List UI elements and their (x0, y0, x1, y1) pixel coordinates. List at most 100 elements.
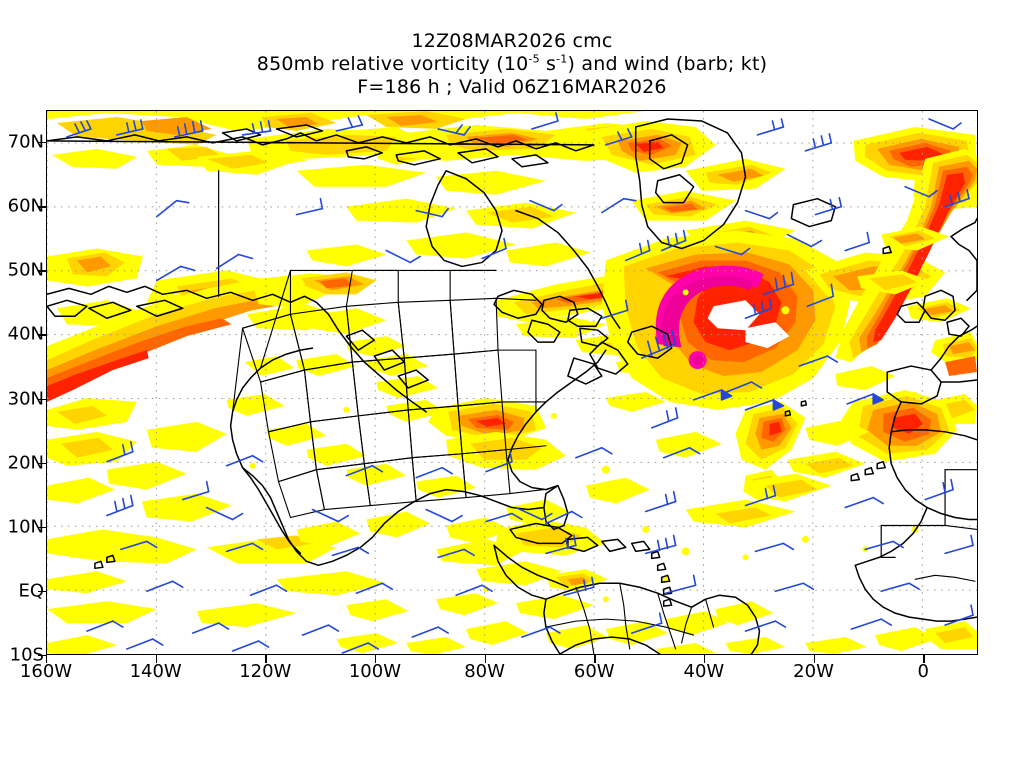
wind-barb (601, 197, 637, 214)
wind-barb (301, 624, 340, 636)
wind-barb (66, 120, 92, 138)
wind-barb (944, 188, 970, 208)
y-axis-tick-label: 40N (7, 323, 44, 345)
vorticity-shading-layer (47, 111, 977, 654)
wind-barb (515, 506, 553, 521)
wind-barb (798, 355, 839, 367)
y-axis-tick-mark (38, 206, 46, 208)
wind-barb (928, 118, 962, 130)
y-axis-tick-label: EQ (18, 580, 44, 602)
wind-barb-layer (66, 112, 974, 654)
y-axis-tick-mark (38, 142, 46, 144)
wind-barb (944, 604, 974, 626)
wind-barb (850, 618, 892, 630)
y-axis-tick-mark (38, 655, 46, 657)
wind-barb (181, 480, 210, 501)
wind-barb (904, 185, 938, 198)
x-axis-tick-mark (813, 655, 815, 663)
wind-barb (720, 381, 763, 395)
wind-barb (415, 207, 449, 218)
y-axis-tick-label: 70N (7, 131, 44, 153)
title-variable-pre: 850mb relative vorticity (10 (256, 53, 529, 75)
wind-barb (191, 622, 230, 634)
wind-barb (624, 239, 651, 262)
x-axis-tick-mark (155, 655, 158, 663)
wind-barb (531, 112, 559, 130)
wind-barb (844, 231, 871, 252)
title-variable-mid: s (539, 53, 557, 75)
wind-barb (485, 450, 513, 473)
wind-barb (155, 199, 190, 218)
wind-barb (744, 399, 785, 411)
wind-barb (335, 115, 364, 132)
y-axis-tick-mark (38, 398, 46, 400)
x-axis-tick-mark (484, 655, 486, 663)
wind-barb (814, 196, 843, 216)
wind-barb (644, 534, 677, 555)
wind-barb (355, 582, 394, 595)
title-variable-post: ) and wind (barb; kt) (567, 53, 768, 75)
x-axis-tick-mark (46, 655, 48, 663)
wind-barb (545, 534, 577, 555)
wind-barb (485, 512, 523, 523)
y-axis-tick-mark (38, 462, 46, 465)
wind-barb (806, 283, 835, 308)
y-axis-tick-label: 30N (7, 388, 44, 410)
wind-barb (545, 510, 583, 525)
wind-barb (640, 329, 677, 359)
wind-barb (173, 120, 204, 138)
y-axis-tick-label: 60N (7, 195, 44, 217)
x-axis-tick-label: 140W (129, 661, 182, 682)
x-axis-tick-mark (703, 655, 706, 663)
wind-barb (311, 508, 350, 523)
y-axis-tick-label: 10N (7, 516, 44, 538)
wind-barb (846, 393, 884, 405)
wind-barb (225, 542, 264, 553)
y-axis-tick-mark (38, 270, 46, 272)
x-axis-tick-label: 20W (793, 661, 834, 682)
wind-barb (205, 506, 244, 521)
wind-barb (563, 576, 595, 597)
wind-barb (660, 229, 687, 252)
wind-barb (425, 508, 463, 523)
chart-title-block: 12Z08MAR2026 cmc 850mb relative vorticit… (0, 30, 1024, 99)
wind-barb (744, 484, 777, 507)
x-axis-tick-mark (594, 655, 596, 663)
title-line-model: 12Z08MAR2026 cmc (411, 30, 613, 52)
wind-barb (880, 582, 920, 593)
wind-barb (744, 297, 773, 320)
wind-barb (744, 209, 779, 220)
wind-barb (225, 454, 264, 467)
wind-barb (455, 584, 493, 597)
lat-lon-gridlines (47, 111, 977, 654)
y-axis-tick-mark (38, 526, 46, 529)
wind-barb (924, 478, 954, 501)
x-axis-tick-mark (923, 655, 925, 663)
wind-barb (231, 640, 270, 652)
y-axis-tick-label: 50N (7, 259, 44, 281)
y-axis-tick-label: 20N (7, 452, 44, 474)
wind-barb (804, 133, 833, 152)
wind-barb (295, 197, 324, 216)
wind-barb (744, 620, 787, 632)
wind-barb (650, 407, 679, 429)
wind-barb (155, 265, 196, 282)
wind-barb (341, 642, 380, 654)
wind-barb (345, 464, 384, 477)
x-axis-tick-label: 160W (19, 661, 73, 682)
wind-barb (86, 620, 124, 632)
map-plot-area[interactable] (46, 110, 978, 655)
wind-barb (630, 612, 663, 634)
x-axis-tick-label: 60W (573, 661, 615, 682)
y-axis-tick-mark (38, 334, 46, 336)
wind-barb (662, 446, 701, 459)
wind-barb (644, 490, 677, 513)
wind-barb (249, 584, 288, 597)
wind-barb (844, 496, 884, 509)
x-axis-tick-mark (265, 655, 267, 663)
y-axis-tick-label: 10S (9, 644, 44, 666)
title-exponent-neg1: -1 (556, 52, 568, 66)
map-canvas[interactable] (47, 111, 977, 654)
title-exponent-neg5: -5 (528, 52, 540, 66)
wind-barb (575, 446, 613, 459)
